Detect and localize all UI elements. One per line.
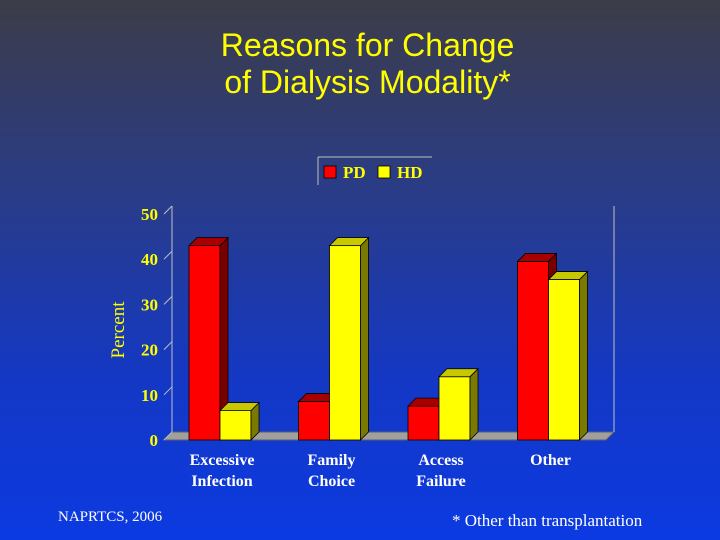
chart-title: Reasons for Change of Dialysis Modality*	[0, 27, 720, 101]
bar-pd	[188, 236, 229, 441]
y-tick-mark	[163, 386, 173, 396]
chart-title-line-1: Reasons for Change	[220, 27, 515, 63]
bar-front	[329, 245, 361, 441]
bar-front	[548, 279, 580, 441]
bars	[188, 236, 589, 441]
bar-hd	[219, 401, 260, 441]
y-tick-mark	[163, 205, 173, 215]
y-tick-mark	[163, 296, 173, 305]
legend: PD HD	[317, 156, 432, 185]
bar-top	[516, 253, 558, 262]
bar-side	[360, 236, 369, 441]
bar-top	[547, 271, 589, 280]
bar-hd	[547, 270, 589, 441]
y-tick-label: 0	[150, 431, 159, 450]
bar-side	[469, 367, 479, 441]
x-tick-label: Family	[308, 452, 356, 469]
legend-label-pd: PD	[343, 163, 366, 182]
bar-hd	[438, 367, 479, 441]
y-tick-label: 40	[141, 250, 158, 269]
x-tick-label: Infection	[191, 473, 252, 490]
y-tick-label: 10	[141, 386, 158, 405]
source-note: NAPRTCS, 2006	[58, 509, 163, 525]
x-tick-label: Excessive	[190, 452, 255, 469]
bar-side	[579, 270, 588, 441]
footnote: * Other than transplantation	[452, 511, 643, 530]
x-tick-label: Other	[530, 452, 571, 469]
y-tick-label: 50	[141, 205, 158, 224]
x-tick-label: Failure	[416, 473, 465, 490]
bar-top	[219, 402, 260, 412]
bar-front	[188, 245, 221, 441]
bar-front	[517, 261, 549, 441]
y-tick-mark	[163, 250, 173, 260]
legend-swatch-pd	[323, 165, 337, 179]
bar-hd	[328, 236, 370, 441]
y-tick-mark	[163, 431, 173, 441]
y-axis: 0 10 20 30 40 50	[141, 205, 173, 450]
x-axis: Excessive Infection Family Choice Access Fail…	[190, 452, 571, 490]
bar-top	[438, 368, 479, 378]
y-tick-label: 30	[141, 295, 158, 314]
bar-top	[188, 237, 229, 247]
bar-top	[328, 237, 370, 247]
bar-front	[298, 401, 330, 441]
x-tick-label: Access	[418, 452, 463, 469]
bar-front	[438, 376, 471, 441]
legend-label-hd: HD	[397, 163, 423, 182]
y-tick-label: 20	[141, 341, 158, 360]
x-tick-label: Choice	[308, 473, 355, 490]
bar-front	[219, 410, 252, 441]
y-axis-label: Percent	[108, 301, 129, 359]
chart-title-line-2: of Dialysis Modality*	[224, 64, 511, 100]
legend-swatch-hd	[377, 165, 391, 179]
bar-front	[407, 405, 440, 441]
y-tick-mark	[163, 341, 173, 350]
